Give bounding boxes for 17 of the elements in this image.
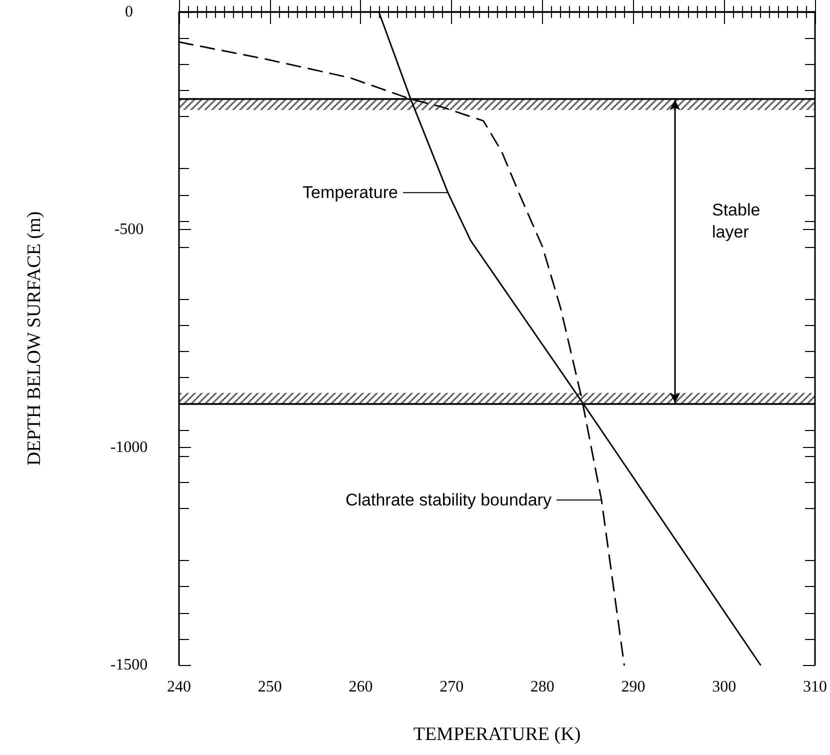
- x-tick-label: 290: [621, 678, 646, 696]
- x-tick-label: 240: [167, 678, 191, 696]
- y-tick-label: 0: [125, 4, 133, 20]
- y-tick-label: -1500: [110, 656, 148, 674]
- x-axis-title: TEMPERATURE (K): [413, 724, 581, 745]
- x-tick-label: 260: [348, 678, 373, 696]
- x-tick-label: 250: [258, 678, 282, 696]
- y-tick-label: -500: [114, 221, 144, 238]
- annotation: Stable layer: [712, 200, 765, 242]
- annotation: Clathrate stability boundary: [345, 490, 552, 510]
- y-axis-title: DEPTH BELOW SURFACE (m): [24, 211, 45, 466]
- x-tick-label: 310: [803, 678, 827, 696]
- y-tick-label: -1000: [110, 438, 148, 456]
- x-tick-label: 270: [440, 678, 464, 696]
- x-tick-label: 300: [712, 678, 736, 696]
- annotation: Temperature: [302, 183, 398, 202]
- x-tick-label: 280: [530, 678, 554, 696]
